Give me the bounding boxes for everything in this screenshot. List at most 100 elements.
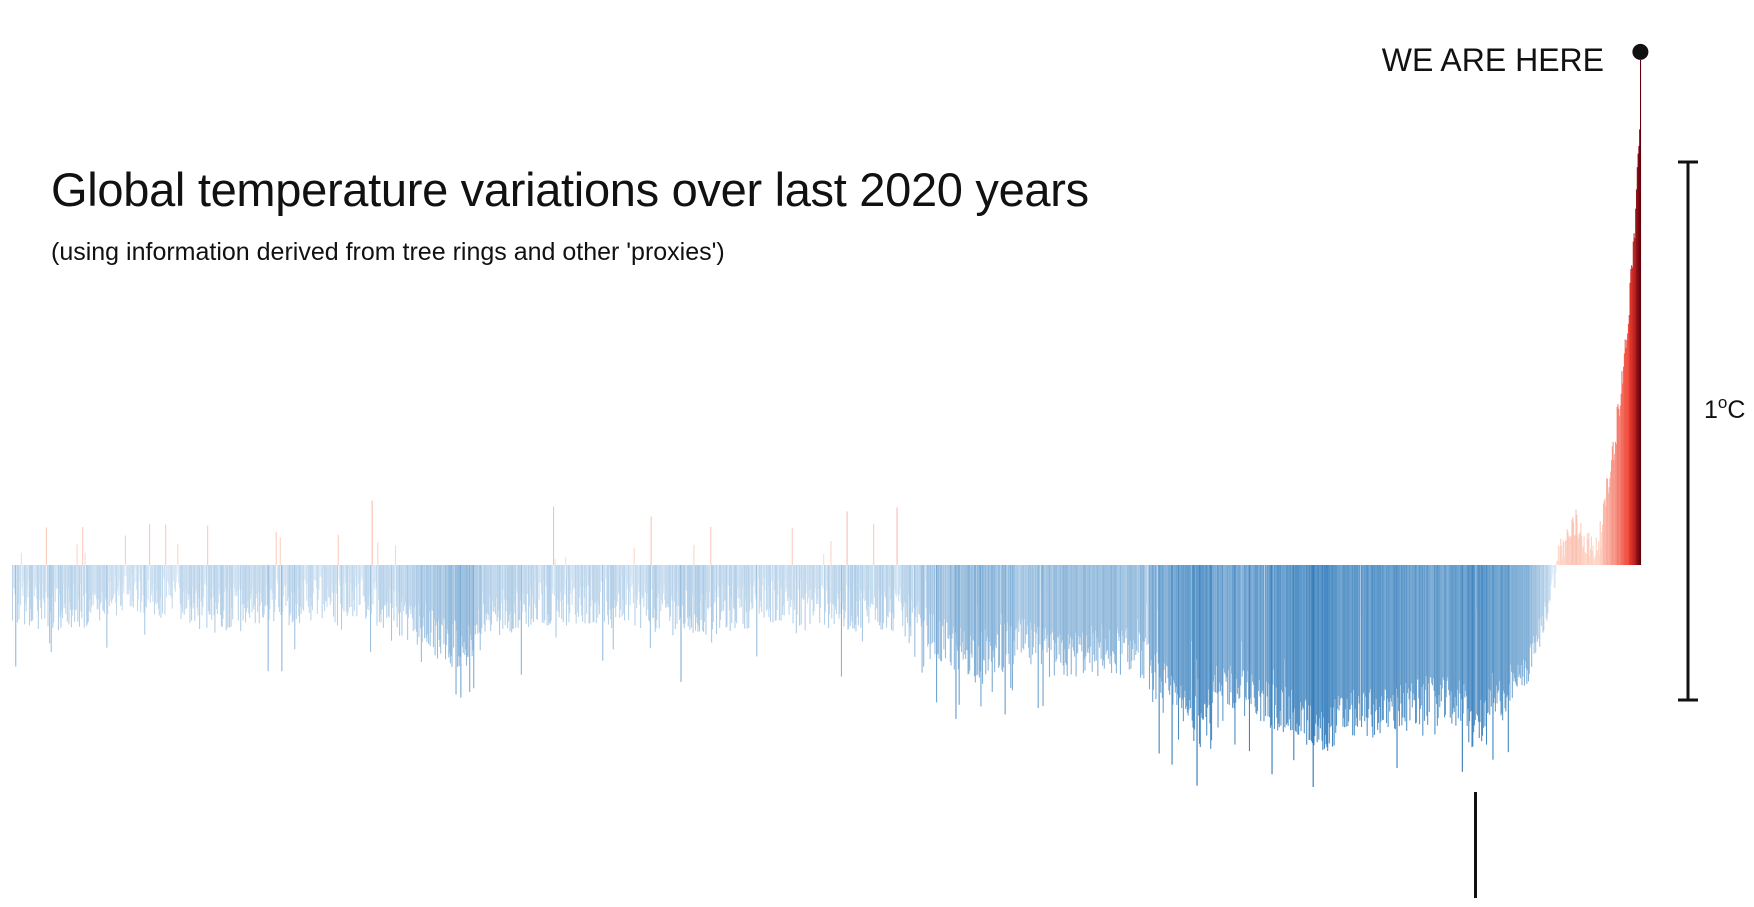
bar-year [1278,565,1280,728]
bar-year [374,565,376,582]
bar-year [1378,565,1380,707]
bar-year [873,523,875,565]
bar-year [966,565,968,651]
bar-year [1496,565,1498,704]
bar-year [1488,565,1490,689]
bar-year [1531,565,1533,667]
bar-year [402,565,404,598]
bar-year [437,565,439,621]
bar-year [1163,565,1165,670]
bar-year [1207,565,1209,708]
bar-year [321,565,323,619]
bar-year [997,565,999,635]
bar-year [1226,565,1228,678]
bar-year [410,565,412,615]
bar-year [650,516,652,565]
bar-year [1437,565,1439,719]
bar-year [798,565,801,626]
bar-year [1492,565,1494,760]
bar-year [172,565,174,579]
bar-year [274,565,276,600]
bar-year [757,565,759,580]
bar-year [207,525,209,565]
bar-year [144,565,146,635]
bar-year [1382,565,1384,721]
bar-year [665,565,667,609]
bar-year [1296,565,1298,724]
bar-year [1221,565,1223,696]
bar-year [1236,565,1238,694]
bar-year [1083,565,1085,660]
bar-year [713,565,715,604]
bar-year [1381,565,1383,697]
bar-year [1383,565,1385,701]
bar-year [1467,565,1469,709]
bar-year [1267,565,1269,717]
bar-year [200,565,202,602]
bar-year [1023,565,1025,650]
bar-year [426,565,428,643]
we-are-here-dot [1632,43,1649,60]
bar-year [513,565,515,604]
bar-year [325,565,327,602]
bar-year [185,565,187,610]
bar-year [923,565,925,667]
bar-year [162,565,164,578]
bar-year [1321,565,1323,741]
bar-year [783,565,785,616]
bar-year [125,565,127,576]
bar-year [1205,565,1207,717]
bar-year [996,565,998,635]
bar-year [1431,565,1434,686]
bar-year [70,565,72,610]
bar-year [378,565,380,601]
bar-year [1154,565,1156,673]
bar-year [1626,340,1628,565]
bar-year [919,565,921,619]
bar-year [779,565,781,589]
bar-year [1564,556,1566,565]
bar-year [812,565,814,616]
bar-year [1619,405,1621,565]
bar-year [649,565,651,649]
bar-year [1565,540,1567,565]
bar-year [822,565,824,589]
bar-year [938,565,940,659]
bar-year [586,565,588,586]
bar-year [1256,565,1259,712]
bar-year [395,565,397,607]
bar-year [1074,565,1076,633]
bar-year [545,565,547,587]
bar-year [450,565,452,657]
bar-year [88,565,90,612]
bar-year [1561,557,1563,565]
bar-year [819,565,821,623]
bar-year [365,565,368,617]
bar-year [171,565,173,609]
bar-year [836,565,838,615]
bar-year [724,565,726,601]
bar-year [1569,536,1571,565]
bar-year [217,565,219,604]
bar-year [1494,565,1496,712]
bar-year [719,565,722,620]
bar-year [1092,565,1094,633]
bar-year [1134,565,1136,644]
bar-year [1077,565,1080,637]
bar-year [1303,565,1305,734]
bar-year [42,565,44,599]
bar-year [1377,565,1379,723]
bar-year [1229,565,1231,666]
bar-year [381,565,383,610]
bar-year [1097,565,1099,677]
bar-year [184,565,186,587]
bar-year [394,565,396,592]
bar-year [375,565,377,589]
bar-year [1460,565,1463,700]
bar-year [1331,565,1333,726]
bar-year [490,565,492,632]
bar-year [1225,565,1227,682]
bar-year [216,565,218,614]
bar-year [1147,565,1149,566]
bar-year [907,565,909,595]
